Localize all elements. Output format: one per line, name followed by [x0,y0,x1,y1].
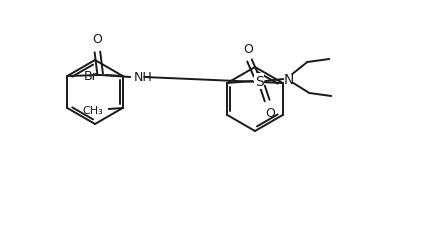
Text: O: O [265,106,275,119]
Text: S: S [255,75,264,89]
Text: O: O [92,33,102,46]
Text: N: N [284,73,295,87]
Text: O: O [243,43,253,56]
Text: NH: NH [133,70,152,83]
Text: Br: Br [84,69,98,82]
Text: CH₃: CH₃ [82,106,103,116]
